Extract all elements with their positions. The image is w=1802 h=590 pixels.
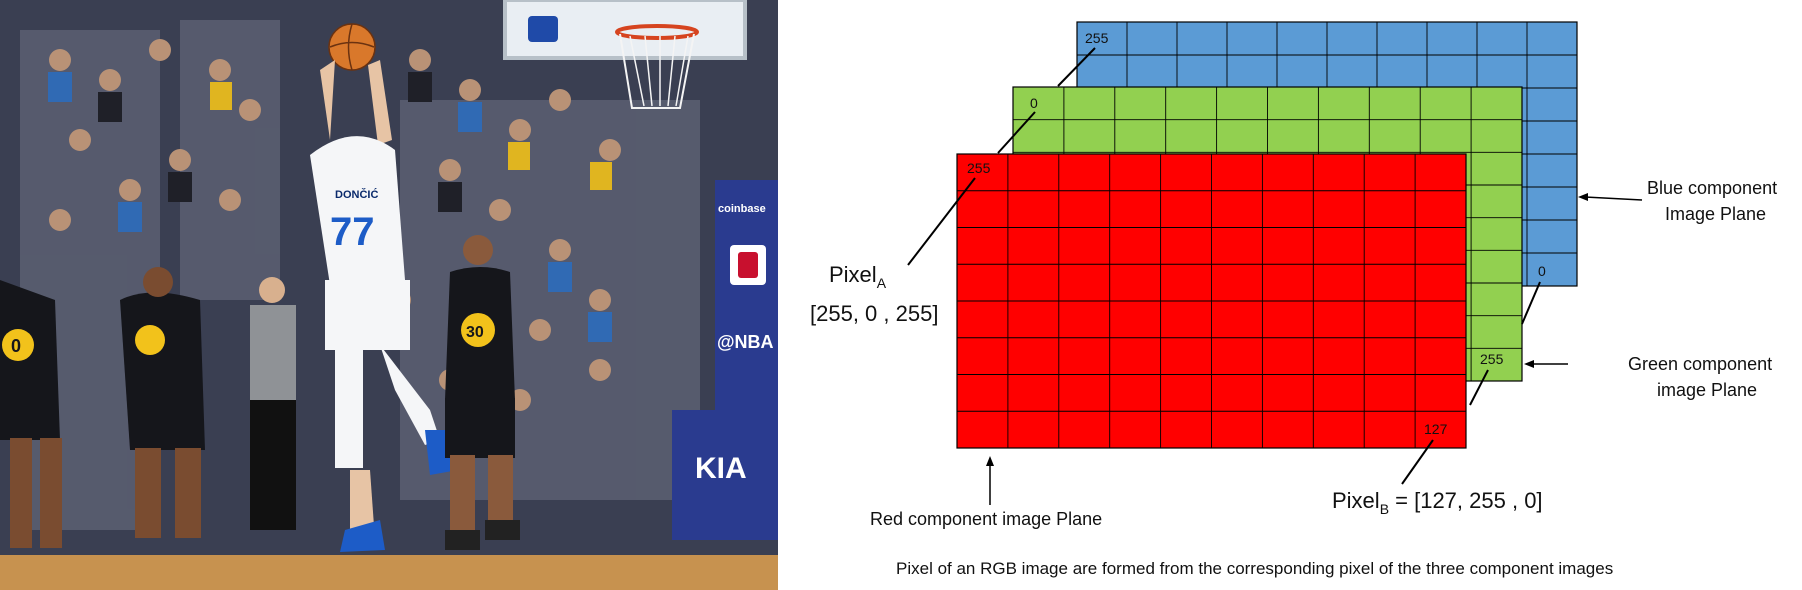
pixel-b-connectors	[1401, 281, 1541, 485]
red-plane-edge-value: 127	[1424, 421, 1448, 437]
jersey-number-77: 77	[330, 210, 375, 254]
red-plane-corner-value: 255	[967, 160, 991, 176]
green-plane-label-line1: Green component	[1628, 354, 1772, 374]
basketball-photo: DONČIĆ 77 30 0 coinbase @NBA KIA	[0, 0, 778, 590]
defender-player	[445, 235, 520, 550]
jersey-number-0: 0	[11, 336, 21, 356]
courtside-handle-text: @NBA	[717, 332, 774, 352]
blue-plane-label-line1: Blue component	[1647, 178, 1777, 198]
pixel-a-label: PixelA	[829, 262, 887, 291]
jersey-number-30: 30	[466, 324, 484, 341]
arrow-head-red	[986, 456, 994, 466]
defender-jersey-logo	[461, 313, 495, 347]
plane-label-arrows	[989, 196, 1643, 505]
floor-brand-text: KIA	[695, 452, 747, 485]
jersey-name-text: DONČIĆ	[335, 188, 378, 201]
pixel-b-label: PixelB = [127, 255 , 0]	[1332, 488, 1543, 517]
blue-plane-label-line2: Image Plane	[1665, 204, 1766, 224]
courtside-brand-text: coinbase	[718, 203, 766, 215]
left-player-logo	[135, 325, 165, 355]
referee	[250, 277, 296, 530]
green-plane-edge-value: 255	[1480, 351, 1504, 367]
court-floor	[0, 555, 778, 590]
diagram-caption: Pixel of an RGB image are formed from th…	[896, 559, 1613, 578]
red-component-plane	[956, 153, 1467, 449]
green-plane-label-line2: image Plane	[1657, 380, 1757, 400]
arrow-head-green	[1524, 360, 1534, 368]
arrow-head-blue	[1578, 193, 1588, 201]
nba75-logo-backboard	[528, 16, 558, 42]
green-plane-corner-value: 0	[1030, 95, 1038, 111]
pixel-a-connectors	[907, 47, 1096, 266]
blue-plane-corner-value: 255	[1085, 30, 1109, 46]
pixel-a-value: [255, 0 , 255]	[810, 301, 938, 326]
red-plane-label: Red component image Plane	[870, 509, 1102, 529]
courtside-sign	[715, 180, 778, 410]
blue-plane-edge-value: 0	[1538, 263, 1546, 279]
hoop-net	[619, 33, 695, 109]
left-edge-player-logo	[2, 329, 34, 361]
hoop-rim	[615, 24, 699, 40]
floor-sign	[672, 410, 778, 540]
